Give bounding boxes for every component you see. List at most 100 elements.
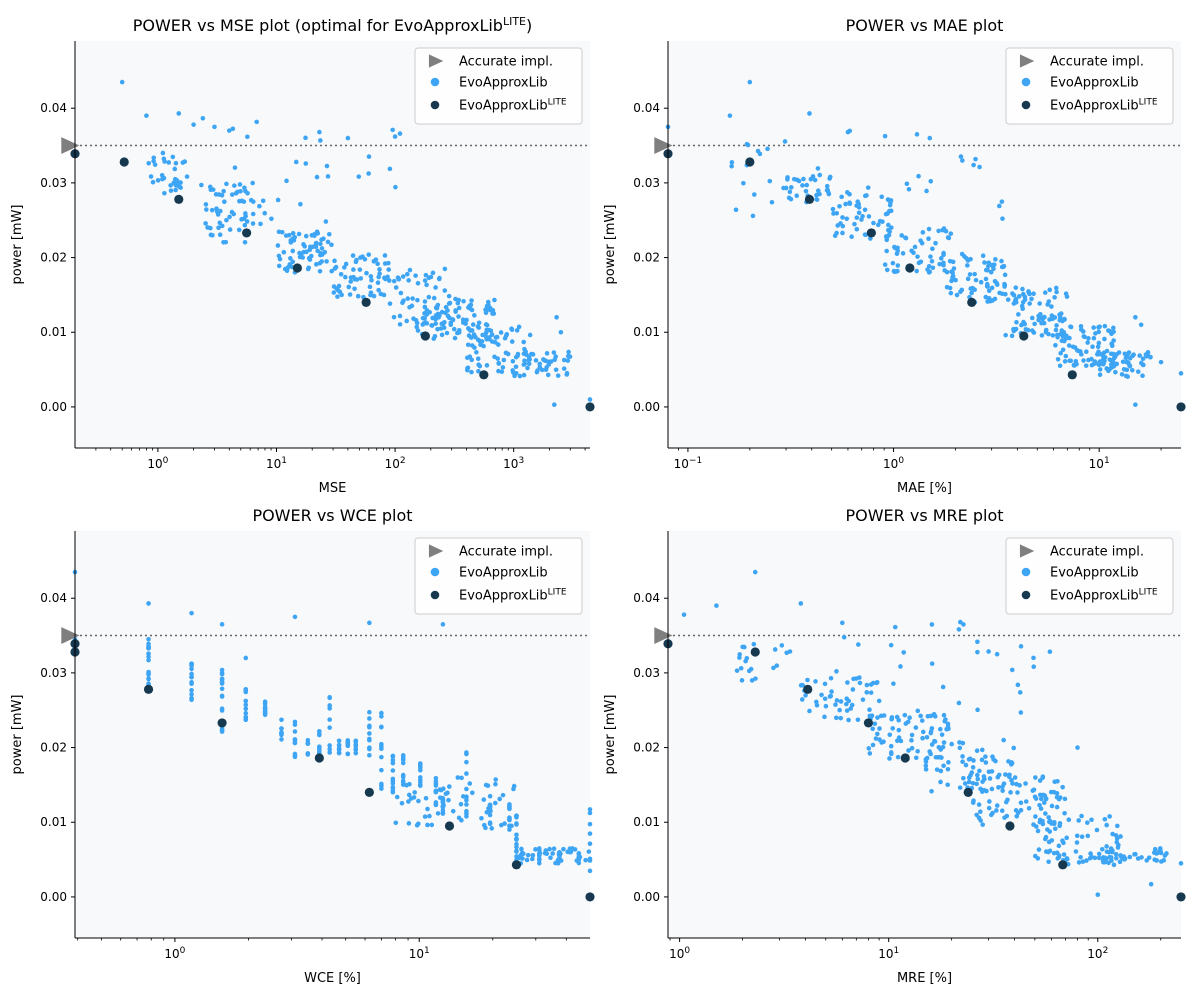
evo-point [424,282,429,288]
evo-point [284,178,289,184]
evo-point [946,760,951,765]
evo-point [987,298,993,304]
evo-point [880,219,885,224]
evo-point [875,222,881,228]
evo-point [738,665,744,671]
evo-point [924,188,929,194]
evo-point [817,172,823,178]
evo-point [414,822,420,828]
evo-point [470,790,475,796]
evo-point [1066,817,1072,823]
evo-point [833,702,838,707]
evo-point [421,321,427,326]
evo-point [850,687,856,692]
evo-point [1053,285,1059,291]
evo-point [1060,784,1065,790]
evo-point [866,214,872,219]
evo-point [516,324,522,330]
evo-point [774,663,780,668]
evo-point [876,698,882,704]
evo-point [497,796,502,802]
evo-point [536,857,542,863]
evo-point [327,717,332,722]
evo-point [940,684,946,690]
evo-point [172,166,178,172]
evo-point [1113,851,1119,857]
evo-point [862,193,868,199]
evo-point [173,187,178,193]
evo-point [286,232,292,238]
evo-point [415,328,421,333]
evo-point [368,274,374,279]
evo-point [972,287,977,293]
evo-point [422,304,428,310]
evo-point [895,754,901,760]
evo-point [558,329,564,335]
evo-point [1031,664,1037,670]
evo-point [823,703,829,709]
evo-point [150,179,156,185]
evo-point [1106,328,1111,333]
x-axis-label: MRE [%] [897,971,952,986]
evo-point [456,815,462,821]
evo-point [146,669,151,675]
evo-point [884,267,890,273]
evo-point [1096,851,1102,857]
evo-point [978,786,983,792]
evo-point [1053,327,1059,333]
evo-point [747,79,753,85]
evo-point [1011,745,1017,751]
evo-point [1001,737,1006,743]
evo-point [948,290,954,296]
evo-point [1135,856,1141,861]
evo-point [324,163,330,169]
evo-point [472,313,477,318]
evo-point [884,234,890,240]
evo-point [794,193,800,199]
evo-point [464,794,469,800]
evo-point [476,368,481,374]
evo-point [505,351,511,357]
evo-point [854,215,860,220]
lite-point [863,718,874,728]
evo-point [269,216,274,222]
evo-point [986,805,992,811]
evo-point [238,188,243,194]
evo-point [960,754,965,759]
evo-point [565,849,570,855]
evo-point [944,284,950,290]
evo-point [587,858,593,863]
y-tick-label: 0.01 [633,815,660,829]
legend-lite-label: EvoApproxLibLITE [1050,588,1158,604]
evo-point [950,275,955,280]
evo-point [200,115,206,121]
evo-point [834,669,839,674]
evo-point [1054,323,1059,328]
evo-point [1018,710,1024,715]
evo-point [932,713,937,718]
evo-point [215,212,221,217]
evo-point [887,208,892,214]
evo-point [173,182,179,188]
evo-point [1119,372,1125,377]
evo-point [446,797,451,803]
evo-point [933,240,938,246]
evo-point [151,158,156,164]
evo-point [324,259,329,264]
evo-point [814,197,820,202]
evo-point [822,696,828,702]
evo-point [909,745,915,751]
evo-point [352,286,357,292]
evo-point [517,373,523,379]
evo-point [944,726,949,732]
lite-point [361,297,371,307]
evo-point [904,181,910,187]
evo-point [390,754,396,759]
evo-point [1061,852,1067,857]
evo-point [515,353,520,359]
evo-point [279,730,284,735]
evo-point [945,766,951,772]
evo-point [914,132,920,137]
evo-point [1096,325,1101,330]
evo-point [525,852,531,858]
